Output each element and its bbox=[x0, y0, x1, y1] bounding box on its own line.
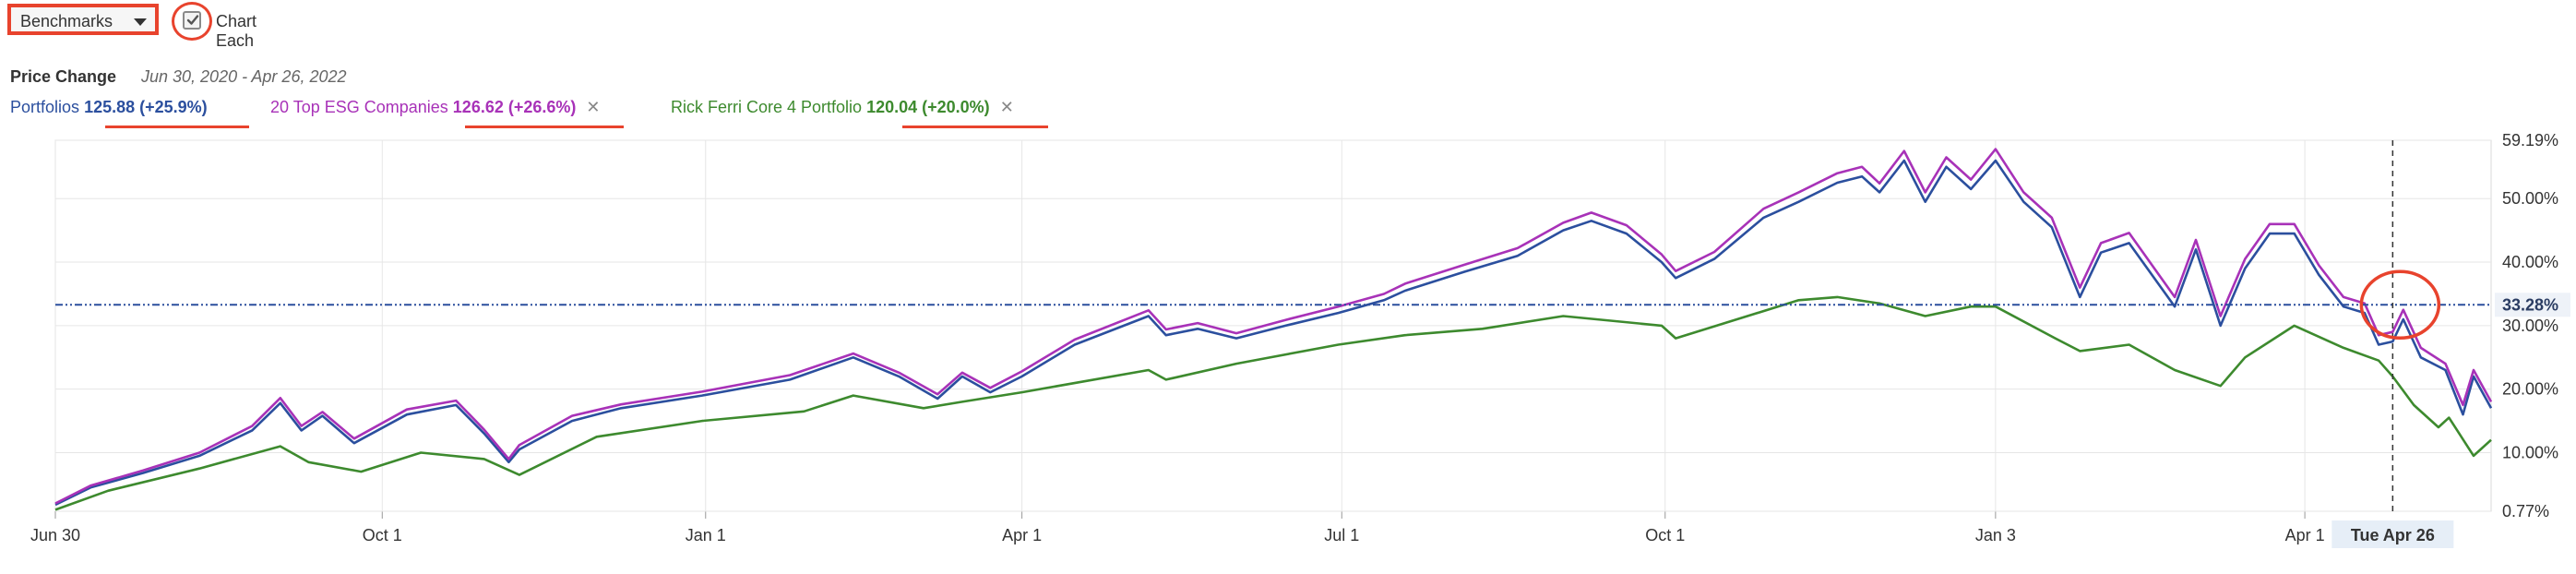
series-line-portfolios[interactable] bbox=[54, 159, 2493, 507]
remove-esg-icon[interactable]: ✕ bbox=[586, 98, 601, 116]
x-tick-label: Jun 30 bbox=[30, 526, 80, 544]
x-tick-label: Apr 1 bbox=[2285, 526, 2325, 544]
legend-item-portfolios[interactable]: Portfolios 125.88 (+25.9%) bbox=[10, 98, 208, 117]
caret-down-icon bbox=[134, 18, 147, 26]
price-change-title: Price Change bbox=[10, 67, 117, 86]
checkbox-box[interactable] bbox=[183, 11, 201, 30]
legend-value: 126.62 (+26.6%) bbox=[452, 98, 577, 116]
remove-ferri-icon[interactable]: ✕ bbox=[999, 98, 1014, 116]
x-tick-label: Jul 1 bbox=[1324, 526, 1359, 544]
legend-name: Portfolios bbox=[10, 98, 80, 116]
x-tick-label: Oct 1 bbox=[363, 526, 402, 544]
legend-value: 120.04 (+20.0%) bbox=[866, 98, 990, 116]
x-tick-label: Apr 1 bbox=[1002, 526, 1042, 544]
legend-value: 125.88 (+25.9%) bbox=[84, 98, 208, 116]
reference-label: 33.28% bbox=[2502, 295, 2558, 314]
legend-item-ferri[interactable]: Rick Ferri Core 4 Portfolio 120.04 (+20.… bbox=[671, 98, 1014, 117]
y-tick-label: 30.00% bbox=[2502, 317, 2558, 335]
crosshair-date-label: Tue Apr 26 bbox=[2351, 526, 2435, 544]
esg-value-underline bbox=[465, 126, 624, 128]
y-tick-label: 0.77% bbox=[2502, 502, 2549, 520]
y-tick-label: 59.19% bbox=[2502, 131, 2558, 149]
y-tick-label: 40.00% bbox=[2502, 253, 2558, 271]
crosshair-date-bg bbox=[2332, 520, 2454, 548]
series-line-20-top-esg-companies[interactable] bbox=[54, 148, 2493, 505]
x-tick-label: Oct 1 bbox=[1645, 526, 1685, 544]
reference-label-bg bbox=[2495, 293, 2570, 317]
legend-item-esg[interactable]: 20 Top ESG Companies 126.62 (+26.6%) ✕ bbox=[270, 98, 601, 117]
legend-name: Rick Ferri Core 4 Portfolio bbox=[671, 98, 863, 116]
benchmarks-label: Benchmarks bbox=[20, 12, 113, 30]
highlight-circle bbox=[2359, 269, 2441, 341]
legend-name: 20 Top ESG Companies bbox=[270, 98, 448, 116]
series-line-rick-ferri-core-4-portfolio[interactable] bbox=[54, 295, 2492, 511]
chart-each-label[interactable]: Chart Each bbox=[216, 12, 257, 50]
checkmark-icon bbox=[186, 15, 199, 25]
y-tick-label: 10.00% bbox=[2502, 443, 2558, 461]
y-tick-label: 50.00% bbox=[2502, 189, 2558, 208]
portfolios-value-underline bbox=[105, 126, 249, 128]
x-tick-label: Jan 1 bbox=[686, 526, 726, 544]
x-tick-label: Jan 3 bbox=[1975, 526, 2016, 544]
chart-each-checkbox[interactable] bbox=[172, 2, 218, 46]
date-range: Jun 30, 2020 - Apr 26, 2022 bbox=[141, 67, 347, 86]
highlight-circle bbox=[172, 2, 212, 41]
ferri-value-underline bbox=[902, 126, 1048, 128]
y-tick-label: 20.00% bbox=[2502, 380, 2558, 399]
benchmarks-dropdown[interactable]: Benchmarks bbox=[7, 4, 159, 35]
